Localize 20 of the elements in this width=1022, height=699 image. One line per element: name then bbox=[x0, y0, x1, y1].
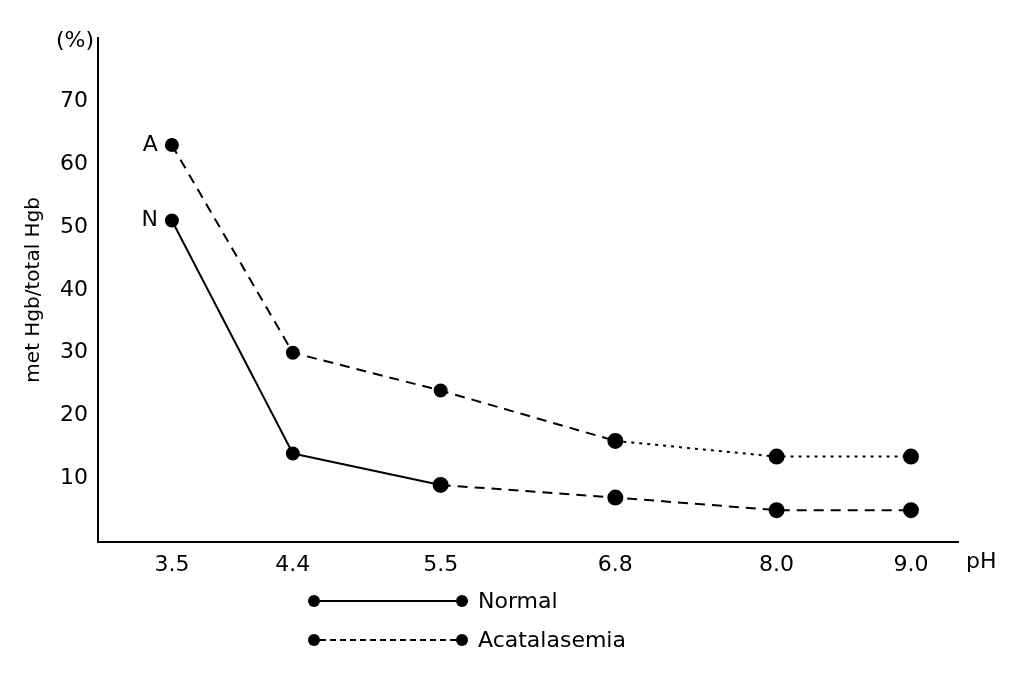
y-axis-title: met Hgb/total Hgb bbox=[20, 196, 45, 383]
annotation: A bbox=[142, 130, 158, 156]
y-tick-label: 10 bbox=[59, 464, 88, 490]
y-tick-label: 20 bbox=[59, 401, 88, 427]
y-tick-label: 40 bbox=[59, 275, 88, 301]
y-tick-label: 70 bbox=[59, 86, 88, 112]
legend-label: Acatalasemia bbox=[478, 627, 626, 652]
x-tick-label: 4.4 bbox=[275, 550, 311, 576]
x-tick-label: 9.0 bbox=[893, 550, 929, 576]
y-tick-label: 30 bbox=[59, 338, 88, 364]
legend-label: Normal bbox=[478, 588, 558, 613]
x-tick-label: 8.0 bbox=[759, 550, 795, 576]
y-tick-label: 60 bbox=[59, 149, 88, 175]
x-axis-title: pH bbox=[966, 548, 997, 574]
x-tick-label: 6.8 bbox=[597, 550, 633, 576]
annotation: N bbox=[141, 206, 158, 232]
x-tick-label: 5.5 bbox=[423, 550, 459, 576]
y-tick-label: 50 bbox=[59, 212, 88, 238]
text: (%) bbox=[55, 26, 94, 52]
x-tick-label: 3.5 bbox=[154, 550, 190, 576]
